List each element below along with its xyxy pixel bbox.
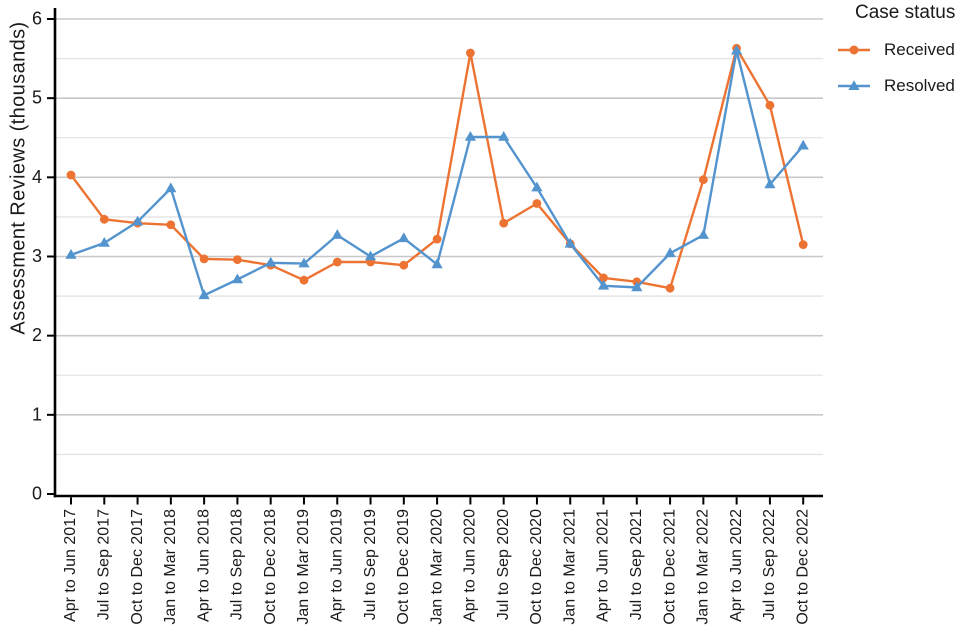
resolved-point xyxy=(498,131,510,141)
x-axis-ticks: Apr to Jun 2017 Jul to Sep 2017 Oct to Dec… xyxy=(62,497,811,625)
resolved-point xyxy=(597,279,610,290)
resolved-point xyxy=(331,229,343,239)
resolved-point xyxy=(198,289,210,300)
received-point xyxy=(166,220,176,230)
x-tick-label: Apr to Jun 2017 xyxy=(62,509,79,622)
received-circle-marker-icon xyxy=(838,45,870,55)
series-resolved xyxy=(65,44,809,300)
legend-title: Case status xyxy=(855,2,956,23)
received-line xyxy=(69,47,805,290)
resolved-point xyxy=(564,237,576,248)
resolved-point xyxy=(65,248,77,259)
x-tick-label: Jul to Sep 2022 xyxy=(761,509,778,620)
resolved-point xyxy=(531,181,543,192)
x-tick-label: Oct to Dec 2021 xyxy=(661,509,678,625)
received-point xyxy=(233,255,242,265)
x-tick-label: Oct to Dec 2019 xyxy=(395,509,412,625)
received-point xyxy=(432,234,442,244)
resolved-point xyxy=(398,232,410,243)
x-tick-label: Apr to Jun 2018 xyxy=(195,509,212,622)
y-axis-title: Assessment Reviews (thousands) xyxy=(7,21,30,335)
x-tick-label: Oct to Dec 2017 xyxy=(129,509,146,625)
x-tick-label: Apr to Jun 2021 xyxy=(595,509,612,622)
received-point xyxy=(765,100,775,110)
resolved-point xyxy=(631,281,643,292)
resolved-point xyxy=(697,229,709,239)
resolved-point xyxy=(431,258,443,269)
y-tick-label: 1 xyxy=(32,404,42,424)
received-point xyxy=(532,199,542,208)
x-tick-label: Jul to Sep 2020 xyxy=(495,509,512,620)
x-tick-label: Jul to Sep 2021 xyxy=(628,509,645,620)
legend-label-resolved: Resolved xyxy=(884,76,955,95)
received-point xyxy=(99,214,109,224)
x-tick-label: Jan to Mar 2019 xyxy=(295,509,312,625)
x-tick-label: Apr to Jun 2020 xyxy=(462,509,479,622)
resolved-point xyxy=(797,139,809,150)
received-point xyxy=(299,275,309,285)
resolved-point xyxy=(98,237,110,247)
y-tick-label: 4 xyxy=(32,167,42,187)
x-tick-label: Jan to Mar 2022 xyxy=(695,509,712,625)
x-tick-label: Jul to Sep 2017 xyxy=(96,509,113,620)
resolved-point xyxy=(265,256,277,267)
resolved-point xyxy=(298,257,310,268)
x-tick-label: Apr to Jun 2019 xyxy=(328,509,345,622)
legend-label-received: Received xyxy=(884,40,955,59)
series-received xyxy=(66,43,808,293)
resolved-point xyxy=(664,247,676,258)
x-tick-label: Apr to Jun 2022 xyxy=(728,509,745,622)
y-tick-label: 5 xyxy=(32,88,42,108)
legend-item-resolved: Resolved xyxy=(838,68,960,104)
resolved-point xyxy=(464,131,476,141)
resolved-point xyxy=(764,178,776,189)
legend-item-received: Received xyxy=(838,32,960,68)
received-point xyxy=(499,218,509,228)
received-point xyxy=(399,260,409,270)
minor-gridlines xyxy=(55,57,823,456)
x-tick-label: Jul to Sep 2019 xyxy=(362,509,379,620)
x-tick-label: Oct to Dec 2018 xyxy=(262,509,279,625)
y-tick-label: 3 xyxy=(32,246,42,266)
x-tick-label: Jan to Mar 2018 xyxy=(162,509,179,625)
y-tick-label: 6 xyxy=(32,8,42,28)
y-tick-label: 2 xyxy=(32,325,42,345)
x-tick-label: Oct to Dec 2022 xyxy=(794,509,811,625)
x-tick-label: Jan to Mar 2021 xyxy=(561,509,578,625)
received-point xyxy=(466,48,475,58)
resolved-point xyxy=(731,44,743,55)
x-tick-label: Oct to Dec 2020 xyxy=(528,509,545,625)
received-point xyxy=(798,240,808,250)
x-tick-label: Jul to Sep 2018 xyxy=(229,509,246,620)
resolved-triangle-marker-icon xyxy=(838,80,870,90)
received-point xyxy=(332,257,342,267)
y-tick-label: 0 xyxy=(32,483,42,503)
received-point xyxy=(665,283,675,293)
resolved-point xyxy=(165,182,177,193)
resolved-point xyxy=(364,250,377,261)
legend: Case status Received Resolved xyxy=(838,2,960,104)
received-point xyxy=(199,254,209,264)
received-point xyxy=(599,273,608,283)
received-point xyxy=(699,175,708,185)
x-tick-label: Jan to Mar 2020 xyxy=(428,509,445,625)
resolved-point xyxy=(231,273,243,284)
y-axis-ticks: 0 1 2 3 4 5 6 xyxy=(32,8,54,503)
received-point xyxy=(66,170,76,180)
resolved-point xyxy=(132,215,144,226)
